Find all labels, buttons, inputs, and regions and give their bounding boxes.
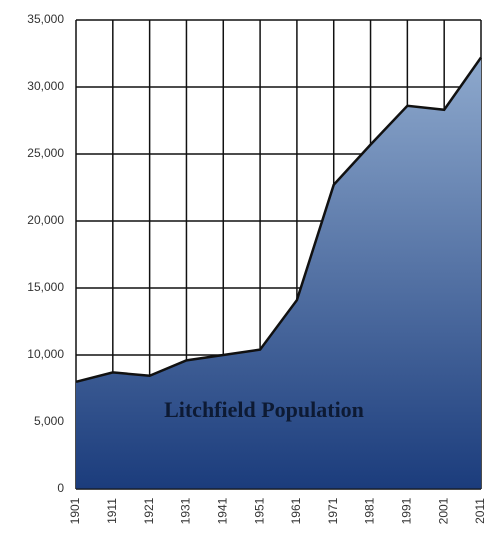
y-tick-label: 10,000 bbox=[27, 347, 64, 361]
area bbox=[76, 57, 481, 490]
x-tick-label: 1931 bbox=[179, 497, 193, 524]
y-tick-label: 0 bbox=[57, 481, 64, 495]
y-tick-label: 15,000 bbox=[27, 280, 64, 294]
x-tick-label: 1951 bbox=[252, 497, 266, 524]
x-tick-label: 2001 bbox=[436, 497, 450, 524]
x-tick-label: 1971 bbox=[326, 497, 340, 524]
y-tick-label: 30,000 bbox=[27, 79, 64, 93]
line bbox=[75, 56, 483, 384]
x-tick-label: 1981 bbox=[363, 497, 377, 524]
y-tick-label: 25,000 bbox=[27, 146, 64, 160]
x-tick-label: 1991 bbox=[400, 497, 414, 524]
y-tick-label: 5,000 bbox=[34, 414, 64, 428]
y-tick-label: 35,000 bbox=[27, 12, 64, 26]
x-tick-label: 1961 bbox=[289, 497, 303, 524]
y-tick-label: 20,000 bbox=[27, 213, 64, 227]
x-tick-label: 1911 bbox=[105, 498, 119, 524]
chart-title: Litchfield Population bbox=[164, 397, 364, 422]
x-tick-label: 2011 bbox=[473, 498, 485, 524]
x-tick-label: 1921 bbox=[142, 497, 156, 524]
x-tick-label: 1941 bbox=[215, 497, 229, 524]
x-tick-label: 1901 bbox=[68, 497, 82, 524]
